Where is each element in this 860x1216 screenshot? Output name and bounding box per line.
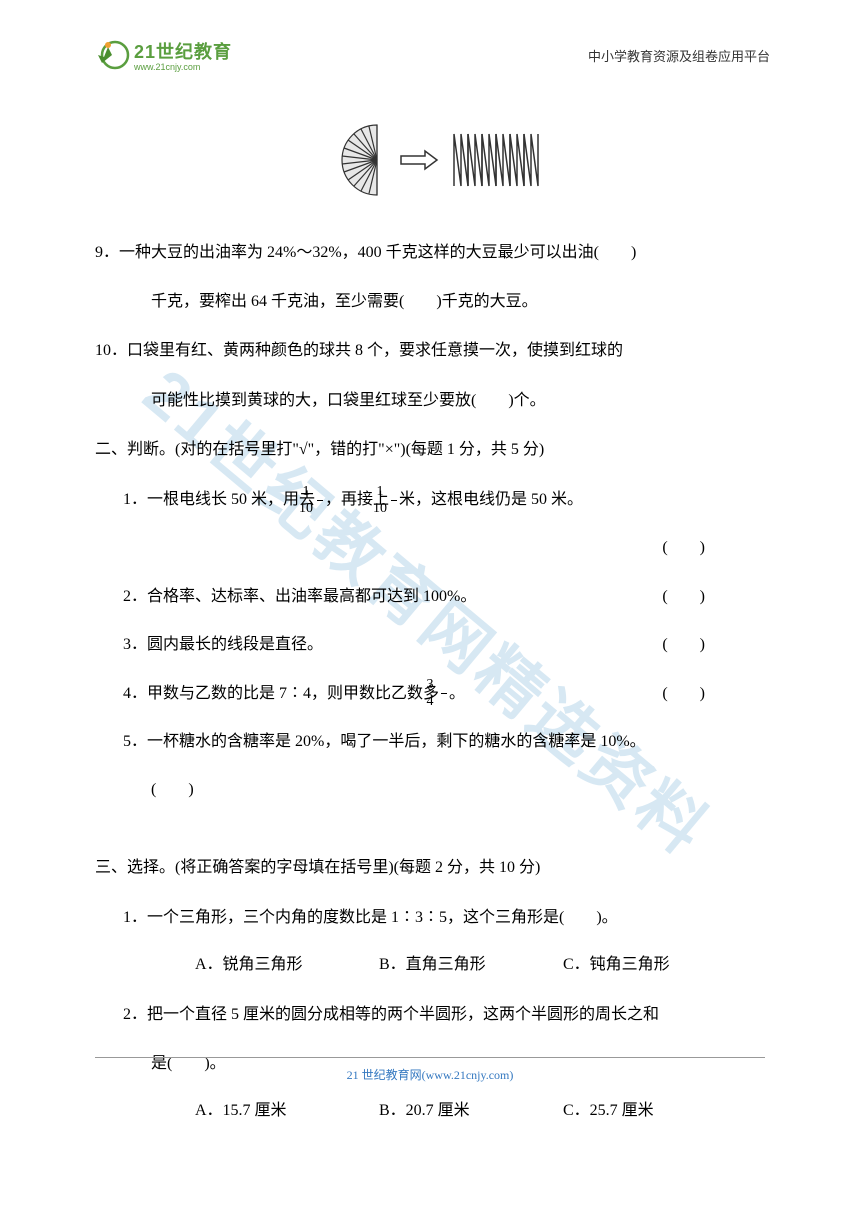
option-b: B．20.7 厘米 xyxy=(379,1093,559,1128)
s2-q2-text: 2．合格率、达标率、出油率最高都可达到 100%。 xyxy=(123,588,476,605)
s2-q4-text-b: 。 xyxy=(449,685,465,702)
option-c: C．25.7 厘米 xyxy=(563,1093,743,1128)
frac3-den: 4 xyxy=(441,694,447,709)
s2-q1-text-c: 米，这根电线仍是 50 米。 xyxy=(399,491,583,508)
bracket: ( ) xyxy=(662,529,705,567)
fraction-2: 110 xyxy=(391,485,397,516)
section-3-header: 三、选择。(将正确答案的字母填在括号里)(每题 2 分，共 10 分) xyxy=(95,850,765,885)
s2-q1-text-a: 1．一根电线长 50 米，用去 xyxy=(123,491,315,508)
frac2-num: 1 xyxy=(391,485,397,501)
bracket: ( ) xyxy=(151,781,194,798)
s2-q5-bracket-line: ( ) xyxy=(95,771,765,809)
frac1-num: 1 xyxy=(317,485,323,501)
option-a: A．15.7 厘米 xyxy=(195,1093,375,1128)
section-2-header: 二、判断。(对的在括号里打"√"，错的打"×")(每题 1 分，共 5 分) xyxy=(95,432,765,467)
s3-q2-options: A．15.7 厘米 B．20.7 厘米 C．25.7 厘米 xyxy=(95,1093,765,1128)
diagram-image xyxy=(95,120,765,205)
question-9-line2: 千克，要榨出 64 千克油，至少需要( )千克的大豆。 xyxy=(95,284,765,319)
arrow-icon xyxy=(399,148,439,177)
option-c: C．钝角三角形 xyxy=(563,947,743,982)
bracket: ( ) xyxy=(690,626,705,664)
fraction-3: 34 xyxy=(441,678,447,709)
frac2-den: 10 xyxy=(391,501,397,516)
question-10-line2: 可能性比摸到黄球的大，口袋里红球至少要放( )个。 xyxy=(95,383,765,418)
s2-q3: 3．圆内最长的线段是直径。 ( ) xyxy=(95,626,765,664)
s2-q4: 4．甲数与乙数的比是 7∶4，则甲数比乙数多34。 ( ) xyxy=(95,675,765,713)
bracket: ( ) xyxy=(690,675,705,713)
bracket: ( ) xyxy=(690,578,705,616)
s3-q1: 1．一个三角形，三个内角的度数比是 1∶3∶5，这个三角形是( )。 xyxy=(95,899,765,937)
s2-q5-text: 5．一杯糖水的含糖率是 20%，喝了一半后，剩下的糖水的含糖率是 10%。 xyxy=(123,733,646,750)
s2-q1: 1．一根电线长 50 米，用去110，再接上110米，这根电线仍是 50 米。 xyxy=(95,481,765,519)
page-header: 21世纪教育 www.21cnjy.com 中小学教育资源及组卷应用平台 xyxy=(0,0,860,90)
page-wrapper: 21世纪教育 www.21cnjy.com 中小学教育资源及组卷应用平台 xyxy=(0,0,860,1128)
logo: 21世纪教育 www.21cnjy.com xyxy=(90,35,232,75)
header-right-text: 中小学教育资源及组卷应用平台 xyxy=(588,46,770,65)
option-b: B．直角三角形 xyxy=(379,947,559,982)
frac3-num: 3 xyxy=(441,678,447,694)
page-footer: 21 世纪教育网(www.21cnjy.com) xyxy=(95,1057,765,1083)
question-10-line1: 10．口袋里有红、黄两种颜色的球共 8 个，要求任意摸一次，使摸到红球的 xyxy=(95,333,765,368)
s2-q4-text-a: 4．甲数与乙数的比是 7∶4，则甲数比乙数多 xyxy=(123,685,439,702)
fan-icon xyxy=(319,120,387,205)
s3-q1-options: A．锐角三角形 B．直角三角形 C．钝角三角形 xyxy=(95,947,765,982)
logo-icon xyxy=(90,35,130,75)
s2-q3-text: 3．圆内最长的线段是直径。 xyxy=(123,636,323,653)
s3-q2-line1: 2．把一个直径 5 厘米的圆分成相等的两个半圆形，这两个半圆形的周长之和 xyxy=(95,996,765,1034)
spring-icon xyxy=(451,126,541,199)
frac1-den: 10 xyxy=(317,501,323,516)
option-a: A．锐角三角形 xyxy=(195,947,375,982)
s2-q5: 5．一杯糖水的含糖率是 20%，喝了一半后，剩下的糖水的含糖率是 10%。 xyxy=(95,723,765,761)
s2-q2: 2．合格率、达标率、出油率最高都可达到 100%。 ( ) xyxy=(95,578,765,616)
logo-text-main: 21世纪教育 xyxy=(134,38,232,64)
fraction-1: 110 xyxy=(317,485,323,516)
content-area: 9．一种大豆的出油率为 24%～32%，400 千克这样的大豆最少可以出油( )… xyxy=(0,90,860,1128)
s2-q1-bracket-line: ( ) xyxy=(95,529,765,567)
question-9-line1: 9．一种大豆的出油率为 24%～32%，400 千克这样的大豆最少可以出油( ) xyxy=(95,235,765,270)
